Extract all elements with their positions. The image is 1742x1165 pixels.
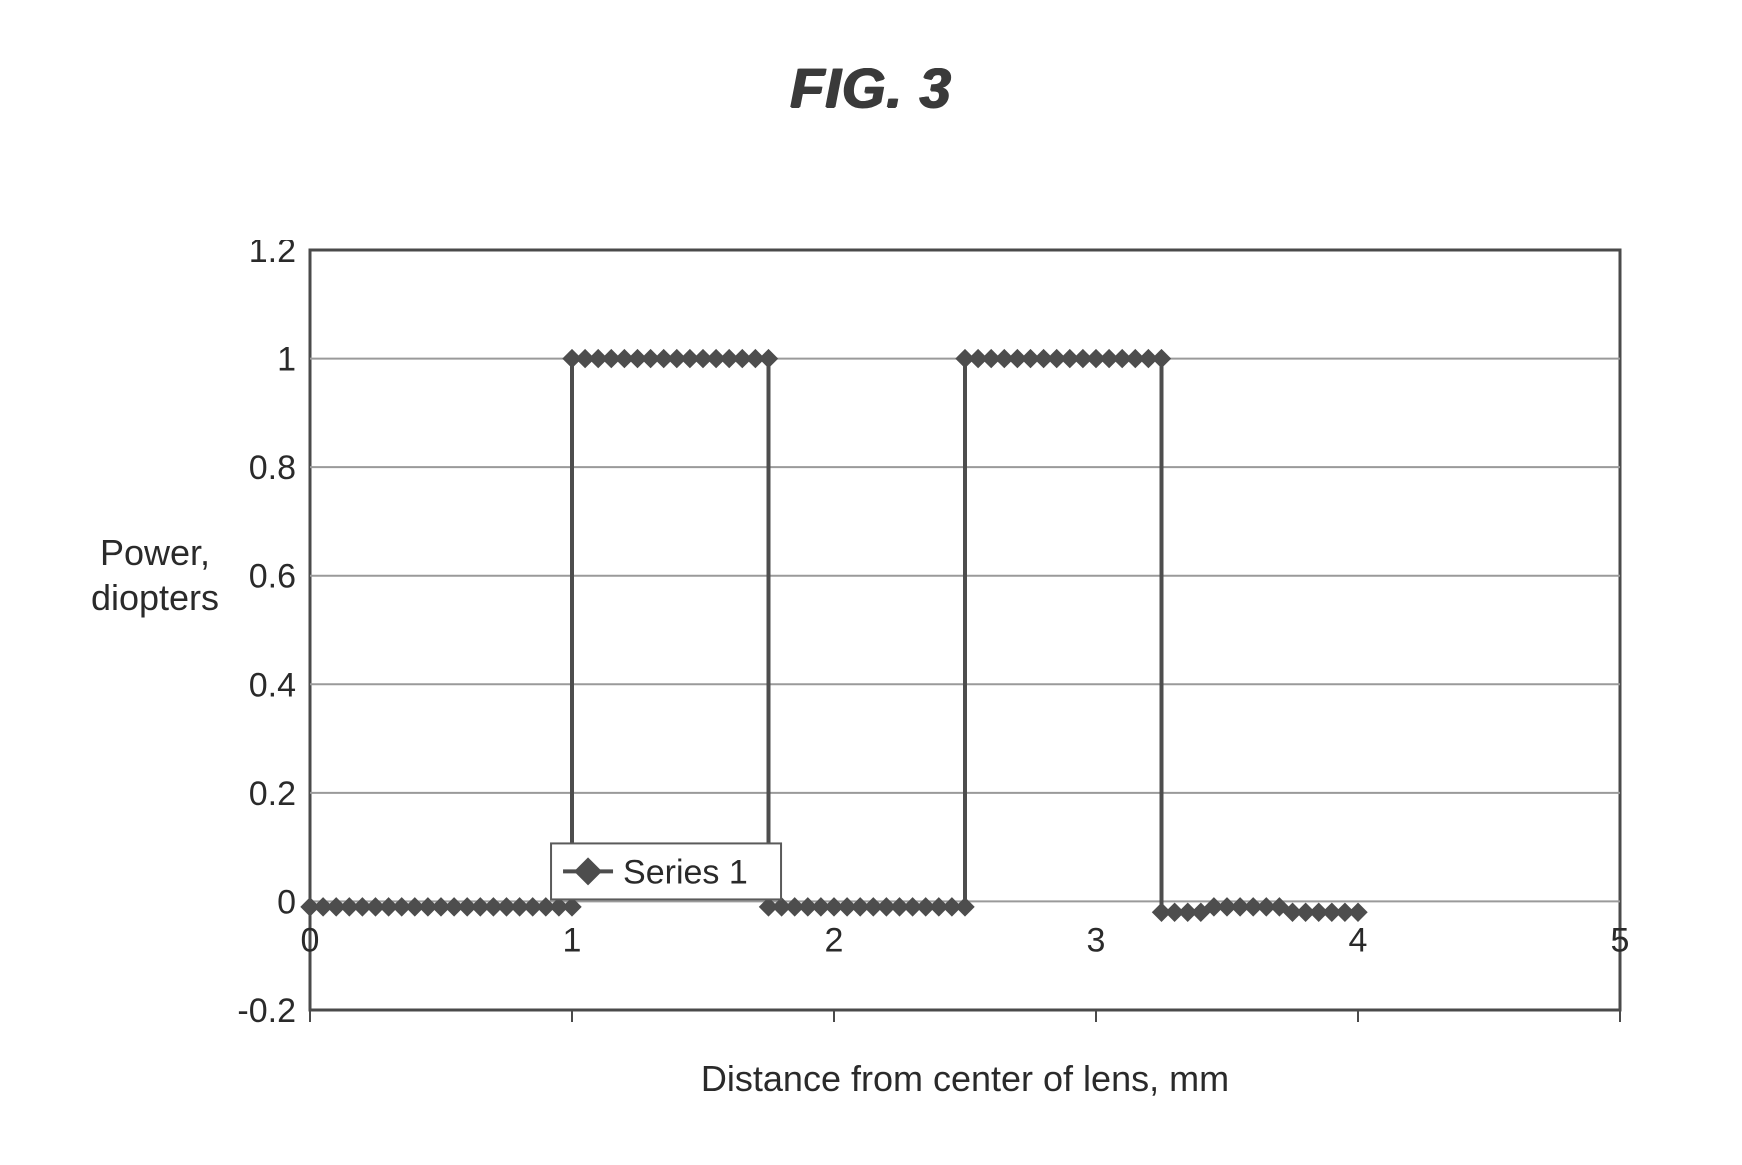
y-tick-label: 1	[277, 341, 296, 379]
y-tick-label: -0.2	[237, 992, 296, 1030]
chart-svg: -0.200.20.40.60.811.2012345Series 1	[215, 240, 1645, 1090]
x-tick-label: 1	[563, 921, 582, 959]
y-tick-label: 0.4	[249, 666, 296, 704]
chart-container: -0.200.20.40.60.811.2012345Series 1	[215, 240, 1645, 1095]
figure-title: FIG. 3	[0, 55, 1742, 120]
legend: Series 1	[551, 843, 781, 899]
x-tick-label: 2	[825, 921, 844, 959]
y-tick-label: 0	[277, 883, 296, 921]
x-tick-label: 3	[1087, 921, 1106, 959]
y-tick-label: 0.2	[249, 775, 296, 813]
x-axis-label: Distance from center of lens, mm	[310, 1058, 1620, 1100]
y-tick-label: 0.6	[249, 558, 296, 596]
y-tick-label: 1.2	[249, 240, 296, 270]
page-root: FIG. 3 Power, diopters -0.200.20.40.60.8…	[0, 0, 1742, 1165]
legend-label: Series 1	[623, 853, 748, 891]
x-tick-label: 4	[1349, 921, 1368, 959]
y-tick-label: 0.8	[249, 449, 296, 487]
x-tick-label: 5	[1611, 921, 1630, 959]
x-tick-label: 0	[301, 921, 320, 959]
